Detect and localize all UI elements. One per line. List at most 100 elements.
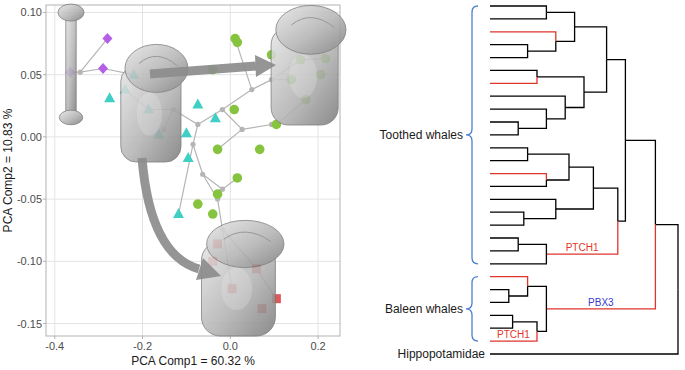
- tree-branch: [490, 12, 546, 19]
- circle-point: [229, 105, 239, 115]
- tree-branch: [546, 167, 569, 180]
- tree-branch: [490, 180, 546, 186]
- tree-branch: [509, 286, 528, 296]
- y-axis-title: PCA Comp2 = 10.83 %: [1, 108, 15, 232]
- tree-branch: [490, 154, 528, 161]
- circle-point: [233, 38, 243, 48]
- figure: -0.4-0.20.00.20.100.050.00-0.05-0.10-0.1…: [0, 0, 685, 370]
- tree-branch: [537, 77, 584, 92]
- tree-branch: [490, 174, 546, 180]
- tree-branch: [490, 70, 537, 77]
- tree-labels: Toothed whales PTCH1 PBX3 Baleen whales PTCH…: [380, 6, 615, 361]
- tree-branch: [490, 244, 518, 251]
- bone-head: [207, 220, 284, 267]
- tree-branch: [490, 199, 556, 209]
- plot-background: [46, 5, 340, 336]
- arrow-shaft: [150, 66, 256, 74]
- tree-branch: [490, 109, 546, 119]
- bone-highlight: [289, 54, 317, 98]
- circle-point: [208, 209, 218, 219]
- bone-ridge: [291, 18, 334, 28]
- gene-label: PTCH1: [497, 329, 530, 340]
- circle-point: [233, 173, 243, 183]
- clade-brace: [466, 6, 478, 264]
- clade-label: Baleen whales: [385, 302, 463, 316]
- node-point: [249, 87, 254, 92]
- tree-branch: [490, 128, 518, 135]
- circle-point: [193, 199, 203, 209]
- tree-branch: [546, 108, 565, 119]
- bone-ridge: [139, 56, 178, 66]
- taxon-label: Hippopotamidae: [398, 347, 486, 361]
- tree-branch: [490, 289, 678, 354]
- diamond-point: [98, 63, 108, 74]
- node-point: [195, 122, 200, 127]
- tree-branch: [490, 238, 518, 244]
- bone-ridge: [224, 232, 271, 241]
- y-tick-label: -0.15: [17, 318, 42, 330]
- tree-branch: [575, 27, 607, 60]
- x-axis-title: PCA Comp1 = 60.32 %: [131, 354, 255, 368]
- tree-branch: [546, 221, 617, 254]
- node-point: [200, 172, 205, 177]
- y-tick-label: -0.10: [17, 255, 42, 267]
- plot-frame: [46, 5, 340, 336]
- tree-branch: [528, 154, 569, 167]
- tree-branch: [625, 140, 655, 224]
- tree-branch: [537, 309, 546, 332]
- tree-branch: [556, 27, 575, 42]
- tree-branch: [528, 41, 556, 51]
- node-point: [220, 107, 225, 112]
- tree-branch: [518, 244, 546, 254]
- y-tick-label: 0.05: [21, 69, 42, 81]
- tree-branch: [584, 60, 607, 93]
- tree-branch: [490, 122, 518, 128]
- diamond-point: [102, 33, 112, 44]
- tree-branch: [490, 96, 565, 107]
- tree-branch: [593, 188, 617, 221]
- bone: [201, 220, 284, 336]
- circle-point: [213, 189, 223, 199]
- plot-data: [65, 33, 330, 313]
- tree-branch: [607, 60, 626, 141]
- tree-branch: [490, 77, 537, 83]
- circle-point: [213, 145, 223, 155]
- tree-branch: [490, 212, 524, 219]
- bone: [271, 5, 346, 125]
- clade-label: Toothed whales: [380, 128, 463, 142]
- bone: [58, 4, 84, 125]
- x-tick-label: 0.0: [223, 340, 238, 352]
- x-tick-label: -0.2: [133, 340, 152, 352]
- tree-branch: [490, 322, 513, 328]
- tree-branch: [565, 92, 584, 107]
- grid-line: [46, 261, 340, 262]
- grid-line: [46, 199, 340, 200]
- gene-label: PBX3: [588, 297, 614, 308]
- y-tick-label: 0.10: [21, 6, 42, 18]
- arrow-shaft: [142, 158, 199, 269]
- node-point: [78, 70, 83, 75]
- node-point: [190, 142, 195, 147]
- bone: [121, 44, 188, 162]
- tree-branch: [490, 32, 556, 42]
- grid-line: [46, 323, 340, 324]
- tree-branch: [524, 209, 556, 219]
- grid: [46, 5, 340, 336]
- tree-branch: [618, 140, 626, 221]
- grid-line: [54, 5, 55, 336]
- triangle-point: [210, 112, 221, 122]
- gene-label: PTCH1: [566, 242, 599, 253]
- tree-branch: [546, 12, 574, 27]
- y-tick-label: 0.00: [21, 131, 42, 143]
- x-tick-label: 0.2: [310, 340, 325, 352]
- node-point: [240, 127, 245, 132]
- tree-branch: [518, 119, 546, 129]
- tree-branch: [490, 277, 528, 287]
- bone-head: [276, 5, 346, 54]
- triangle-point: [173, 208, 184, 218]
- tree-branch: [546, 225, 655, 309]
- bone-illustrations: [58, 4, 346, 336]
- bone-highlight: [221, 268, 252, 310]
- triangle-point: [104, 92, 115, 102]
- x-tick-label: -0.4: [45, 340, 64, 352]
